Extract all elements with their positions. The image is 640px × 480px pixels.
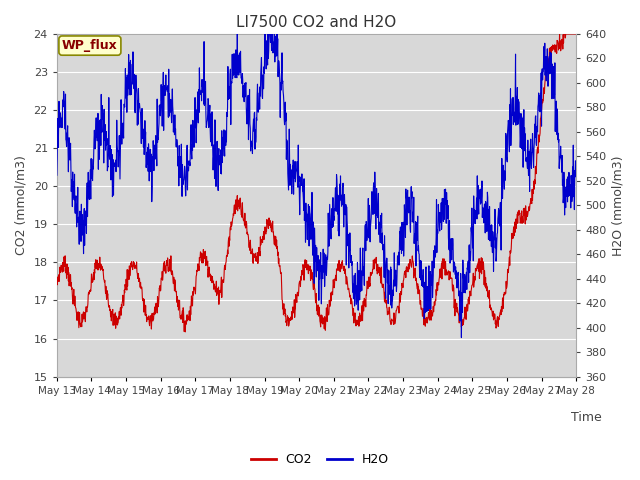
Y-axis label: H2O (mmol/m3): H2O (mmol/m3) [612, 155, 625, 255]
Title: LI7500 CO2 and H2O: LI7500 CO2 and H2O [236, 15, 397, 30]
X-axis label: Time: Time [571, 411, 602, 424]
Text: WP_flux: WP_flux [62, 39, 118, 52]
Legend: CO2, H2O: CO2, H2O [246, 448, 394, 471]
Y-axis label: CO2 (mmol/m3): CO2 (mmol/m3) [15, 156, 28, 255]
